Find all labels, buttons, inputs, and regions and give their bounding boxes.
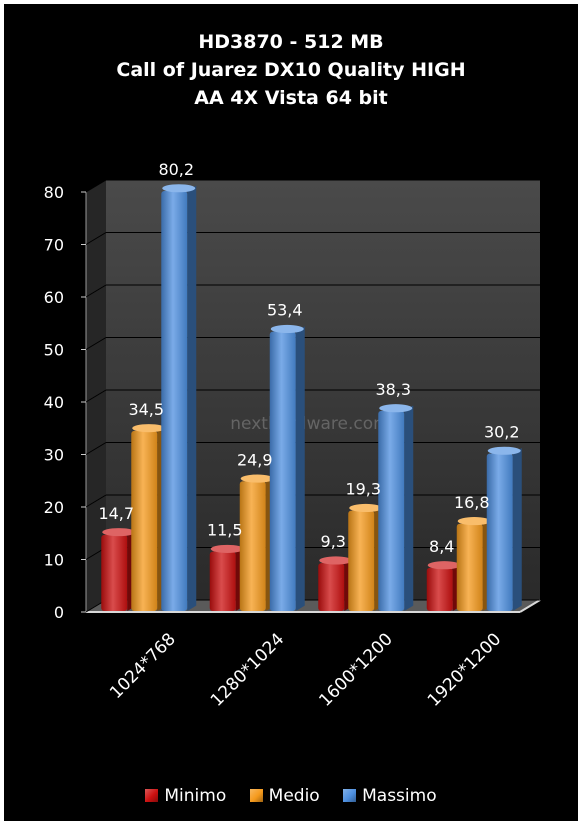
legend-label-massimo: Massimo <box>362 786 437 806</box>
bar-massimo-1 <box>269 324 305 611</box>
bar-top-face <box>240 474 274 483</box>
chart-title-line-1: HD3870 - 512 MB <box>198 31 384 53</box>
y-tick-label-5: 50 <box>44 341 64 360</box>
legend-swatch-massimo <box>343 789 357 802</box>
bar-front-face <box>456 523 483 611</box>
data-label-medio-2: 19,3 <box>345 480 381 499</box>
legend-item-minimo: Minimo <box>145 786 226 806</box>
data-label-massimo-1: 53,4 <box>267 301 303 320</box>
x-tick-label-3: 1920*1200 <box>424 629 505 710</box>
data-labels: 14,7 34,5 80,2 11,5 24,9 53,4 9,3 19,3 38,3 8,4 16… <box>98 160 519 556</box>
watermark: nexthardware.com <box>230 414 389 434</box>
data-label-massimo-2: 38,3 <box>375 380 411 399</box>
bar-front-face <box>209 551 236 611</box>
gridline-side-7 <box>85 232 107 245</box>
bar-front-face <box>486 453 513 611</box>
bar-front-face <box>131 430 158 611</box>
bar-massimo-3 <box>486 446 522 611</box>
data-label-minimo-0: 14,7 <box>98 504 134 523</box>
x-tick-label-1: 1280*1024 <box>207 629 288 710</box>
bar-medio-3 <box>456 517 492 611</box>
data-label-massimo-3: 30,2 <box>484 422 520 441</box>
data-label-minimo-2: 9,3 <box>321 532 346 551</box>
bar-top-face <box>270 324 304 334</box>
bar-massimo-0 <box>161 184 197 612</box>
floor <box>86 600 540 612</box>
gridline-side-8 <box>85 179 107 193</box>
bar-front-face <box>378 410 405 611</box>
bar-front-face <box>426 567 453 611</box>
bar-top-face <box>427 561 461 570</box>
bar-minimo-3 <box>426 561 462 611</box>
gridline-side-5 <box>85 337 107 350</box>
bar-side-face <box>404 405 414 611</box>
bar-top-face <box>487 446 521 455</box>
legend-label-minimo: Minimo <box>164 786 227 806</box>
bar-front-face <box>348 510 375 611</box>
y-axis-ticks: 0 10 20 30 40 50 60 70 80 <box>44 183 86 622</box>
bar-top-face <box>210 544 244 553</box>
bar-medio-1 <box>239 474 275 611</box>
bar-top-face <box>379 404 413 413</box>
bar-top-face <box>349 503 383 513</box>
y-tick-label-0: 0 <box>54 603 64 622</box>
y-tick-label-2: 20 <box>44 498 64 517</box>
y-tick-label-8: 80 <box>44 183 64 202</box>
legend-label-medio: Medio <box>268 786 320 806</box>
x-tick-label-2: 1600*1200 <box>315 629 396 710</box>
bar-side-face <box>512 448 522 611</box>
legend: Minimo Medio Massimo <box>0 786 582 806</box>
legend-item-massimo: Massimo <box>343 786 437 806</box>
gridline-side-4 <box>85 389 107 403</box>
data-label-minimo-3: 8,4 <box>429 537 454 556</box>
y-tick-label-1: 10 <box>44 551 64 570</box>
floor-right-edge <box>519 599 541 613</box>
bar-top-face <box>162 184 196 193</box>
bar-front-face <box>318 563 345 611</box>
legend-swatch-medio <box>249 789 263 802</box>
bar-top-face <box>457 517 491 526</box>
bar-minimo-0 <box>101 528 137 611</box>
bar-minimo-1 <box>209 544 245 611</box>
data-label-medio-1: 24,9 <box>237 450 273 469</box>
bar-front-face <box>161 190 188 611</box>
x-tick-label-0: 1024*768 <box>106 629 180 703</box>
bar-top-face <box>132 424 166 433</box>
bar-front-face <box>101 534 128 611</box>
data-label-medio-0: 34,5 <box>128 400 164 419</box>
bar-side-face <box>295 326 305 611</box>
y-tick-label-7: 70 <box>44 236 64 255</box>
chart-title-line-3: AA 4X Vista 64 bit <box>194 87 388 109</box>
bar-top-face <box>102 528 136 537</box>
y-tick-label-3: 30 <box>44 446 64 465</box>
chart-title-line-2: Call of Juarez DX10 Quality HIGH <box>116 59 466 81</box>
data-label-massimo-0: 80,2 <box>158 160 194 179</box>
data-label-minimo-1: 11,5 <box>207 521 243 540</box>
bar-minimo-2 <box>318 556 354 611</box>
x-axis-ticks: 1024*768 1280*1024 1600*1200 1920*1200 <box>106 629 505 710</box>
chart-title: HD3870 - 512 MB Call of Juarez DX10 Qual… <box>0 28 582 112</box>
data-label-medio-3: 16,8 <box>454 493 490 512</box>
gridline-side-2 <box>85 494 107 508</box>
bar-medio-2 <box>348 503 384 611</box>
y-tick-label-4: 40 <box>44 393 64 412</box>
legend-swatch-minimo <box>145 789 159 802</box>
bar-massimo-2 <box>378 404 414 611</box>
bar-front-face <box>239 481 266 611</box>
bar-top-face <box>319 556 353 565</box>
y-tick-label-6: 60 <box>44 288 64 307</box>
gridline-side-6 <box>85 284 107 298</box>
bar-front-face <box>269 331 296 611</box>
bar-side-face <box>187 185 197 612</box>
legend-item-medio: Medio <box>249 786 320 806</box>
gridline-side-3 <box>85 442 107 455</box>
bar-medio-0 <box>131 424 167 611</box>
bars <box>101 184 522 612</box>
